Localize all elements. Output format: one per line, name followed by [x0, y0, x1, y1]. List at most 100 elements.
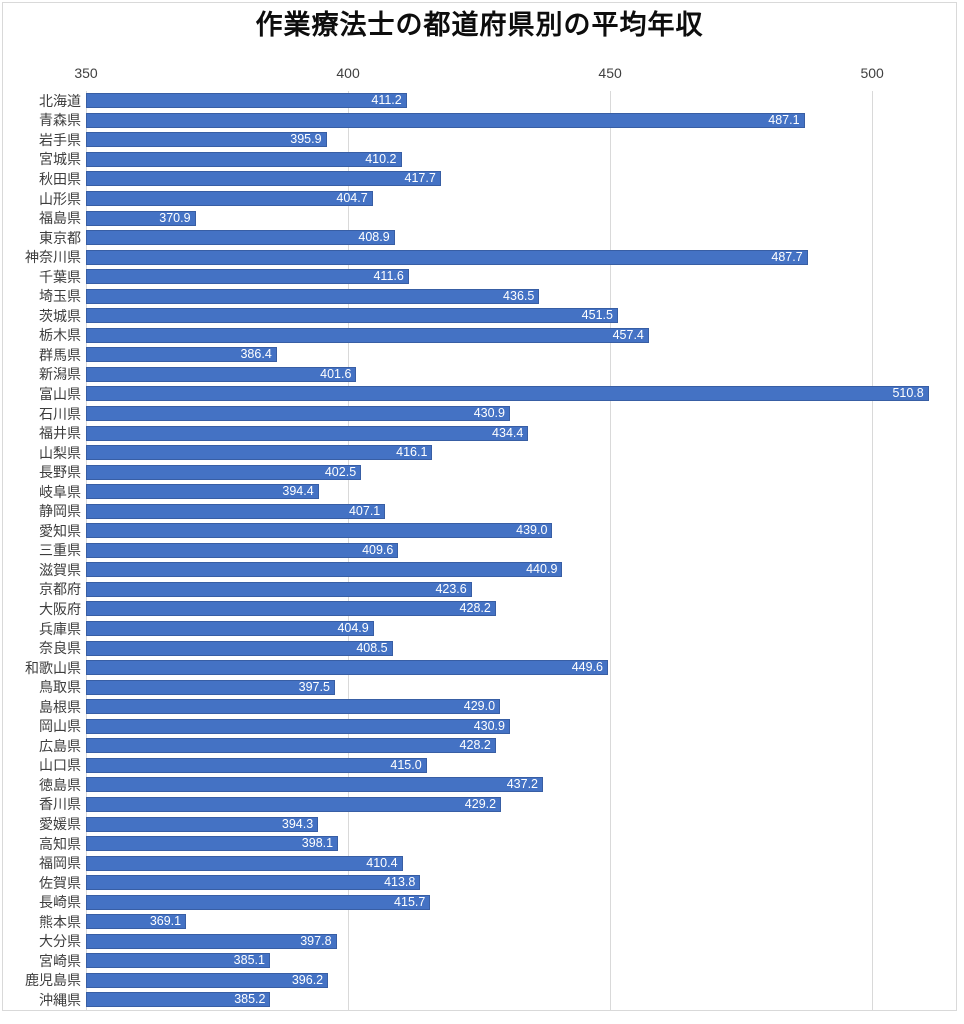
- bar-track: 404.7: [86, 189, 956, 209]
- value-label: 401.6: [320, 366, 352, 381]
- bar: 451.5: [86, 308, 618, 324]
- value-label: 437.2: [506, 777, 538, 792]
- bar: 434.4: [86, 425, 529, 441]
- category-label: 青森県: [39, 112, 81, 129]
- chart-row: 広島県 428.2: [3, 736, 956, 756]
- bar-track: 409.6: [86, 541, 956, 561]
- value-label: 434.4: [492, 425, 524, 440]
- chart-row: 岩手県 395.9: [3, 130, 956, 150]
- category-label: 愛媛県: [39, 816, 81, 832]
- value-label: 423.6: [435, 581, 467, 596]
- bar-track: 429.2: [86, 795, 956, 815]
- bar: 404.7: [86, 191, 373, 206]
- bar-track: 397.5: [86, 677, 956, 697]
- bar-track: 437.2: [86, 775, 956, 795]
- value-label: 430.9: [473, 718, 505, 733]
- chart-row: 鹿児島県 396.2: [3, 971, 956, 991]
- value-label: 439.0: [516, 523, 548, 538]
- bar: 404.9: [86, 621, 374, 637]
- value-label: 487.1: [768, 112, 800, 127]
- bar: 487.1: [86, 112, 805, 128]
- bar-track: 401.6: [86, 365, 956, 385]
- chart-row: 山口県 415.0: [3, 756, 956, 776]
- value-label: 410.4: [366, 855, 398, 870]
- category-label: 富山県: [39, 385, 81, 402]
- category-label: 石川県: [39, 405, 81, 422]
- chart-row: 東京都 408.9: [3, 228, 956, 248]
- bar: 413.8: [86, 875, 421, 891]
- value-label: 415.0: [390, 757, 422, 772]
- bar: 408.5: [86, 640, 393, 656]
- chart-row: 大阪府 428.2: [3, 599, 956, 619]
- bar-track: 457.4: [86, 326, 956, 346]
- bar-track: 410.2: [86, 150, 956, 170]
- chart-row: 鳥取県 397.5: [3, 677, 956, 697]
- bar: 408.9: [86, 230, 395, 246]
- bar-track: 408.9: [86, 228, 956, 248]
- bar: 415.0: [86, 757, 427, 773]
- bar-track: 434.4: [86, 423, 956, 443]
- category-label: 愛知県: [39, 522, 81, 539]
- category-label: 京都府: [39, 581, 81, 598]
- value-label: 402.5: [324, 464, 357, 479]
- bar: 436.5: [86, 288, 540, 304]
- chart-row: 高知県 398.1: [3, 834, 956, 854]
- value-label: 429.0: [463, 699, 496, 714]
- bar: 411.6: [86, 269, 409, 285]
- bar-track: 417.7: [86, 169, 956, 189]
- bar-track: 429.0: [86, 697, 956, 717]
- bar: 457.4: [86, 327, 649, 343]
- bar-track: 436.5: [86, 286, 956, 306]
- bar: 398.1: [86, 836, 339, 852]
- bar-track: 385.2: [86, 990, 956, 1010]
- bar-track: 415.7: [86, 892, 956, 912]
- chart-row: 岡山県 430.9: [3, 717, 956, 737]
- bar-track: 408.5: [86, 638, 956, 658]
- x-axis-tick-label: 350: [74, 65, 98, 81]
- chart-title: 作業療法士の都道府県別の平均年収: [255, 10, 704, 40]
- value-label: 408.5: [356, 640, 388, 655]
- x-axis: 350 400 450 500: [74, 65, 956, 85]
- chart-row: 熊本県 369.1: [3, 912, 956, 932]
- category-label: 茨城県: [39, 307, 81, 324]
- category-label: 滋賀県: [39, 561, 81, 578]
- chart-row: 福井県 434.4: [3, 423, 956, 443]
- bar-track: 428.2: [86, 599, 956, 619]
- category-label: 長野県: [39, 464, 81, 481]
- category-label: 静岡県: [39, 503, 81, 520]
- bar: 407.1: [86, 503, 386, 519]
- value-label: 398.1: [301, 836, 334, 851]
- category-label: 徳島県: [39, 776, 81, 793]
- bar-track: 385.1: [86, 951, 956, 971]
- value-label: 510.8: [892, 386, 924, 401]
- chart-row: 栃木県 457.4: [3, 326, 956, 346]
- value-label: 416.1: [396, 445, 428, 460]
- chart-row: 京都府 423.6: [3, 580, 956, 600]
- value-label: 409.6: [362, 542, 394, 557]
- category-label: 山形県: [39, 190, 81, 207]
- value-label: 408.9: [358, 230, 390, 245]
- bar-track: 397.8: [86, 932, 956, 952]
- value-label: 370.9: [159, 210, 191, 225]
- category-label: 新潟県: [39, 366, 81, 383]
- category-label: 三重県: [39, 542, 81, 559]
- bar: 385.1: [86, 953, 270, 969]
- category-label: 北海道: [39, 92, 81, 109]
- chart-row: 岐阜県 394.4: [3, 482, 956, 502]
- chart-row: 愛知県 439.0: [3, 521, 956, 541]
- bar: 428.2: [86, 601, 496, 617]
- chart-row: 千葉県 411.6: [3, 267, 956, 287]
- value-label: 428.2: [459, 738, 491, 753]
- bar-track: 411.2: [86, 91, 956, 111]
- bar-track: 510.8: [86, 384, 956, 404]
- chart-row: 徳島県 437.2: [3, 775, 956, 795]
- chart-row: 兵庫県 404.9: [3, 619, 956, 639]
- category-label: 岐阜県: [39, 483, 81, 500]
- value-label: 386.4: [240, 347, 272, 362]
- bar: 395.9: [86, 132, 327, 148]
- value-label: 411.6: [373, 269, 404, 284]
- chart-row: 愛媛県 394.3: [3, 814, 956, 834]
- value-label: 369.1: [149, 914, 182, 929]
- bar: 402.5: [86, 464, 362, 480]
- category-label: 大分県: [39, 933, 81, 950]
